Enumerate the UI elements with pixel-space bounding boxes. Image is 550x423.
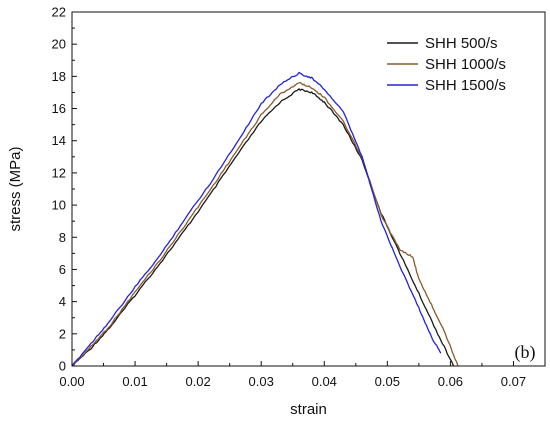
x-tick-label: 0.04 — [312, 374, 337, 389]
legend-label-shh-1500: SHH 1500/s — [425, 77, 506, 94]
y-tick-label: 10 — [52, 198, 66, 213]
x-axis-ticks: 0.00 0.01 0.02 0.03 0.04 0.05 0.06 0.07 — [59, 361, 526, 389]
y-tick-label: 4 — [59, 294, 66, 309]
legend-label-shh-500: SHH 500/s — [425, 35, 498, 52]
y-tick-label: 12 — [52, 165, 66, 180]
x-tick-label: 0.06 — [438, 374, 463, 389]
y-axis-title: stress (MPa) — [7, 146, 24, 231]
y-tick-label: 2 — [59, 326, 66, 341]
legend-item-shh-1000: SHH 1000/s — [387, 56, 506, 73]
series-line-shh-1500-s — [71, 71, 442, 367]
x-tick-label: 0.05 — [375, 374, 400, 389]
y-tick-label: 16 — [52, 101, 66, 116]
panel-label: (b) — [515, 342, 536, 363]
x-tick-label: 0.00 — [59, 374, 84, 389]
legend: SHH 500/s SHH 1000/s SHH 1500/s — [387, 35, 506, 94]
x-tick-label: 0.03 — [249, 374, 274, 389]
legend-item-shh-1500: SHH 1500/s — [387, 77, 506, 94]
x-tick-label: 0.07 — [501, 374, 526, 389]
x-tick-label: 0.02 — [185, 374, 210, 389]
y-tick-label: 0 — [59, 359, 66, 374]
legend-label-shh-1000: SHH 1000/s — [425, 56, 506, 73]
series-line-shh-500-s — [71, 88, 455, 367]
y-tick-label: 18 — [52, 69, 66, 84]
plot-frame — [71, 11, 546, 367]
y-tick-label: 6 — [59, 262, 66, 277]
y-tick-label: 20 — [52, 37, 66, 52]
y-tick-label: 14 — [52, 133, 66, 148]
legend-item-shh-500: SHH 500/s — [387, 35, 498, 52]
series-lines — [71, 71, 459, 367]
y-axis-ticks: 0 2 4 6 8 10 12 14 16 18 20 22 — [52, 5, 77, 374]
y-tick-label: 22 — [52, 5, 66, 20]
series-line-shh-1000-s — [71, 81, 459, 367]
y-tick-label: 8 — [59, 230, 66, 245]
x-tick-label: 0.01 — [122, 374, 147, 389]
x-axis-title: strain — [290, 401, 327, 418]
